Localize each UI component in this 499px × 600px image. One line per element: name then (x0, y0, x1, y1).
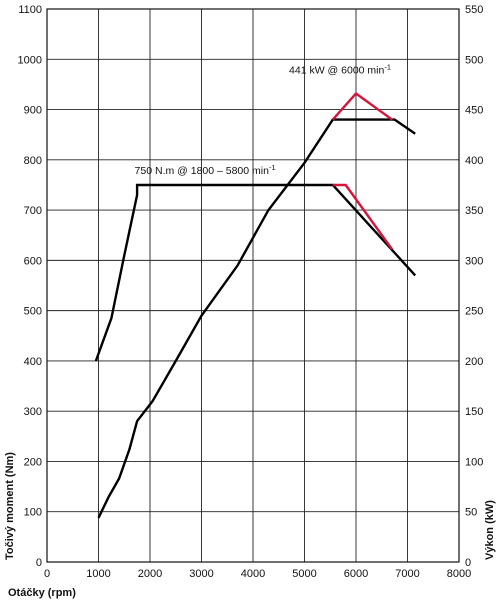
left-y-tick-label: 200 (24, 456, 42, 468)
right-y-tick-label: 150 (465, 406, 483, 418)
left-y-tick-label: 1000 (18, 54, 42, 66)
x-tick-label: 1000 (86, 568, 110, 580)
left-y-tick-label: 300 (24, 406, 42, 418)
x-tick-label: 2000 (138, 568, 162, 580)
right-y-tick-label: 100 (465, 456, 483, 468)
right-y-tick-label: 0 (465, 557, 471, 569)
x-tick-label: 7000 (395, 568, 419, 580)
peak-power-annotation: 441 kW @ 6000 min-1 (289, 62, 391, 76)
series-layer (94, 91, 417, 519)
left-y-tick-label: 800 (24, 155, 42, 167)
x-tick-label: 5000 (292, 568, 316, 580)
left-y-tick-label: 900 (24, 105, 42, 117)
left-y-tick-label: 600 (24, 255, 42, 267)
x-tick-label: 3000 (189, 568, 213, 580)
left-axis-title: Točivý moment (Nm) (4, 452, 16, 560)
x-tick-label: 4000 (241, 568, 265, 580)
power-curve (97, 118, 416, 519)
right-y-tick-label: 500 (465, 54, 483, 66)
right-y-tick-label: 350 (465, 205, 483, 217)
peak-torque-annotation: 750 N.m @ 1800 – 5800 min-1 (135, 163, 276, 177)
torque-overboost-curve (332, 183, 394, 251)
right-y-tick-label: 400 (465, 155, 483, 167)
right-axis-title: Výkon (kW) (484, 500, 496, 560)
right-y-tick-label: 300 (465, 255, 483, 267)
x-axis-title: Otáčky (rpm) (8, 587, 76, 599)
left-y-tick-label: 500 (24, 306, 42, 318)
right-y-tick-label: 200 (465, 356, 483, 368)
x-tick-label: 0 (44, 568, 50, 580)
left-y-tick-label: 700 (24, 205, 42, 217)
left-y-tick-label: 400 (24, 356, 42, 368)
right-y-tick-label: 250 (465, 306, 483, 318)
torque-curve (94, 183, 417, 362)
right-y-tick-label: 550 (465, 4, 483, 16)
right-y-tick-label: 450 (465, 105, 483, 117)
gridlines (47, 9, 459, 562)
left-y-tick-label: 100 (24, 507, 42, 519)
right-y-tick-label: 50 (465, 507, 477, 519)
power-overboost-curve (331, 91, 393, 121)
tick-labels: 0 1000 2000 3000 4000 5000 6000 7000 80000100200… (18, 4, 484, 580)
x-tick-label: 6000 (344, 568, 368, 580)
plot-frame (46, 8, 460, 563)
left-y-tick-label: 1100 (18, 4, 42, 16)
x-tick-label: 8000 (447, 568, 471, 580)
left-y-tick-label: 0 (36, 557, 42, 569)
